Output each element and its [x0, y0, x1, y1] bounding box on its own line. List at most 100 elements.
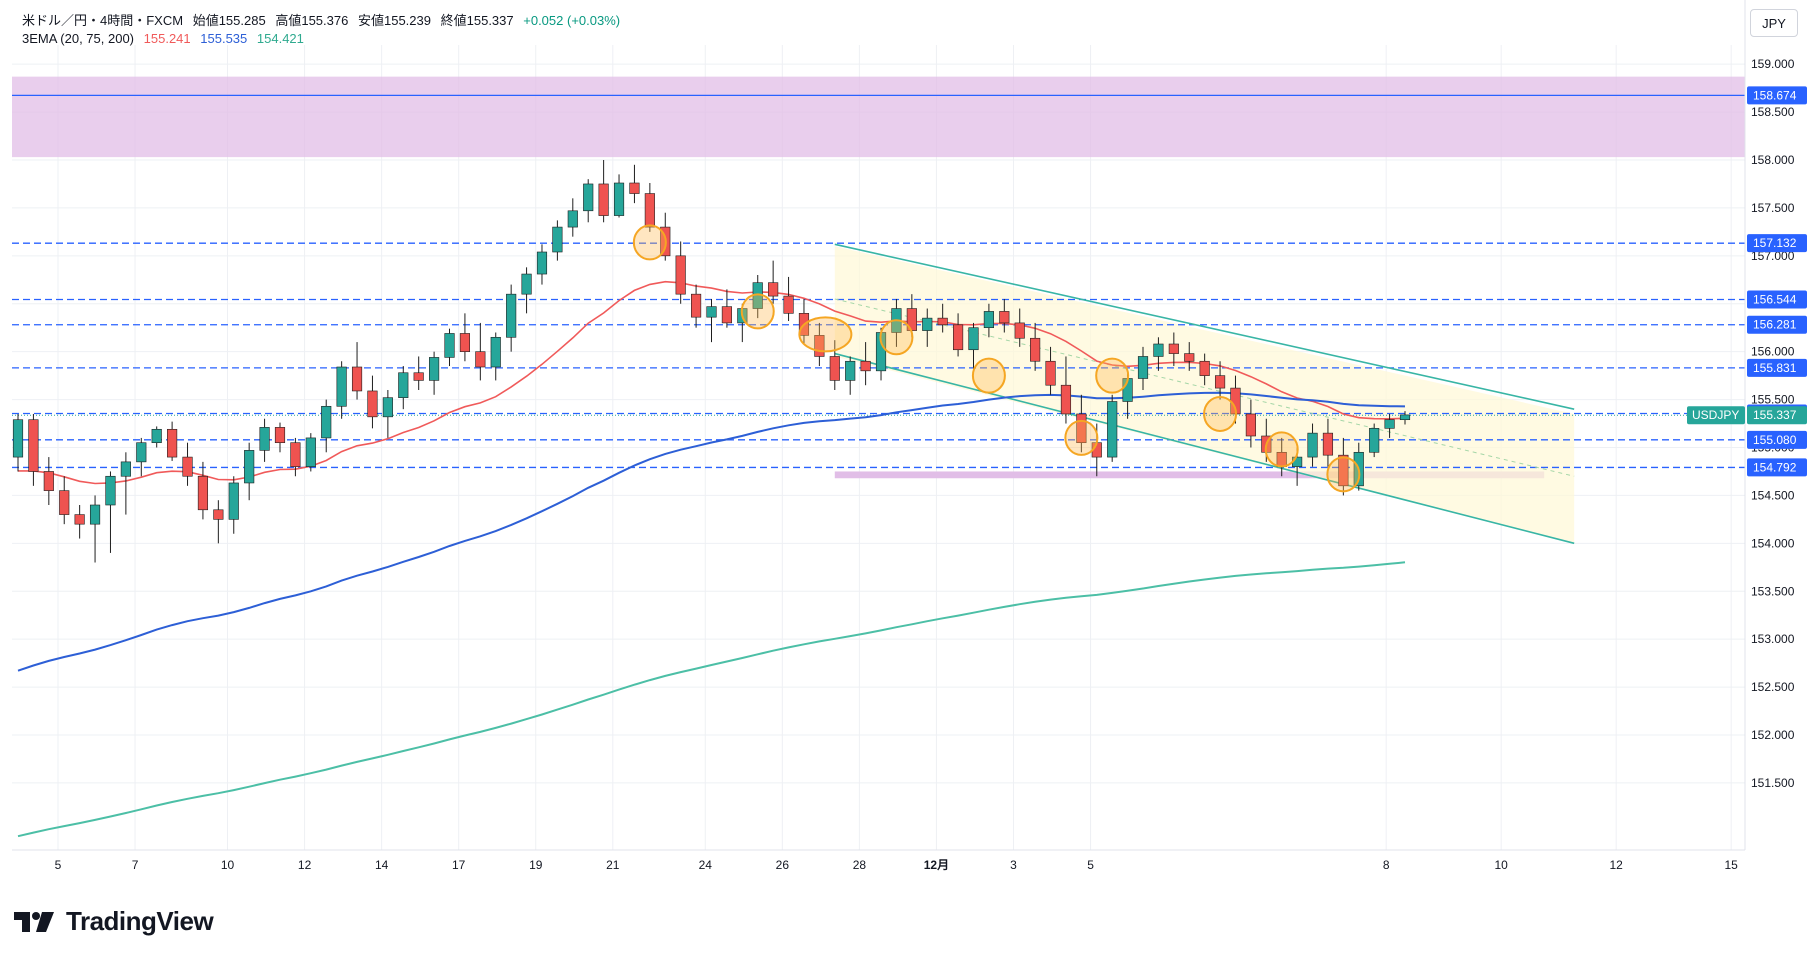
candle-body [1214, 375, 1226, 389]
candle-body [305, 437, 316, 467]
candle [1384, 413, 1395, 438]
candle [459, 313, 470, 362]
price-level-tag: 154.792 [1747, 458, 1807, 477]
price-level-tag: 157.132 [1747, 234, 1807, 253]
candle-body [490, 336, 501, 368]
candle-body [968, 327, 979, 351]
candle [167, 421, 178, 461]
candle [521, 267, 532, 314]
candle [613, 174, 625, 218]
candle [151, 426, 162, 448]
candle-body [567, 210, 578, 228]
highlight-circle [1064, 419, 1099, 456]
time-tick-label: 7 [132, 858, 139, 872]
candle [937, 303, 948, 333]
candle [429, 351, 440, 395]
candle [1045, 346, 1056, 395]
candle [89, 495, 101, 563]
price-tick-label: 151.500 [1751, 776, 1795, 790]
candle [305, 433, 316, 472]
candle [1214, 361, 1226, 400]
candle [74, 505, 85, 539]
ema75-value: 155.535 [200, 31, 248, 46]
candle [783, 276, 794, 321]
candle [290, 437, 301, 477]
highlight-circle [632, 224, 667, 261]
candle-body [1369, 428, 1380, 453]
candle [274, 422, 286, 453]
candle [1338, 437, 1349, 496]
candle-body [444, 333, 455, 358]
time-tick-label: 8 [1383, 858, 1390, 872]
candle [321, 399, 332, 453]
channel-fill [834, 246, 1575, 544]
candle-body [536, 251, 548, 275]
price-level-tag-bg [1747, 290, 1807, 309]
price-tick-label: 156.000 [1751, 345, 1795, 359]
candle [1322, 418, 1334, 467]
candle [59, 476, 70, 525]
candle [1076, 394, 1087, 453]
open-label-wrap: 始値155.285 [193, 13, 266, 28]
candle [721, 289, 732, 328]
candle [999, 298, 1010, 333]
candle [1307, 423, 1318, 467]
price-tick-label: 157.000 [1751, 249, 1795, 263]
price-tick-label: 158.500 [1751, 105, 1795, 119]
price-tick-label: 154.500 [1751, 488, 1795, 502]
price-tick-label: 159.000 [1751, 57, 1795, 71]
ema-legend[interactable]: 3EMA (20, 75, 200) 155.241 155.535 154.4… [22, 31, 310, 46]
candle [1245, 399, 1256, 448]
candle [691, 284, 702, 328]
candle [567, 198, 578, 237]
time-tick-label: 14 [375, 858, 389, 872]
highlight-circle [1095, 357, 1130, 394]
change-value: +0.052 (+0.03%) [523, 13, 621, 28]
time-axis: 5 7 10 12 14 17 19 21 24 26 28 12月 3 5 8 10 12 15 [55, 858, 1739, 872]
highlight-circle [1326, 456, 1361, 493]
price-level-tag: 155.831 [1747, 358, 1807, 377]
candle [768, 260, 779, 304]
price-tick-label: 157.500 [1751, 201, 1795, 215]
candle [506, 284, 517, 352]
candle [675, 241, 686, 304]
price-level-tag-bg [1747, 315, 1807, 334]
candle [536, 244, 548, 285]
time-tick-label: 12 [1609, 858, 1623, 872]
current-price-tag-text: 155.337 [1753, 408, 1797, 422]
candle-body [105, 475, 116, 506]
candle-body [1307, 432, 1318, 458]
candle [860, 342, 871, 386]
candle [1369, 423, 1380, 458]
candle-body [845, 360, 856, 381]
candle [351, 342, 363, 400]
candle-body [1107, 401, 1118, 458]
tradingview-logo[interactable]: TradingView [14, 906, 214, 937]
high-label: 高値 [275, 13, 302, 28]
candles [12, 160, 1411, 563]
candle-body [228, 482, 239, 520]
price-level-tag: 158.674 [1747, 86, 1807, 105]
price-level-tag-text: 157.132 [1753, 236, 1797, 250]
candle-body [1137, 356, 1149, 379]
candle-body [922, 317, 933, 331]
currency-button[interactable]: JPY [1750, 9, 1798, 37]
price-level-tag-text: 158.674 [1753, 88, 1797, 102]
symbol-tag-text: USDJPY [1692, 408, 1739, 422]
candle [413, 356, 424, 390]
candle-body [613, 182, 625, 216]
candle [968, 322, 979, 371]
highlight-circle [1203, 395, 1238, 432]
price-level-tag-bg [1747, 358, 1807, 377]
candle-body [721, 306, 732, 324]
candle [983, 303, 994, 338]
candle [629, 164, 640, 204]
candle-body [1076, 413, 1087, 444]
candle-body [583, 183, 594, 212]
ema-label: 3EMA (20, 75, 200) [22, 31, 135, 46]
candle [105, 471, 116, 553]
candle-body [459, 333, 470, 352]
candle [1030, 322, 1041, 371]
close-value: 155.337 [466, 13, 514, 28]
